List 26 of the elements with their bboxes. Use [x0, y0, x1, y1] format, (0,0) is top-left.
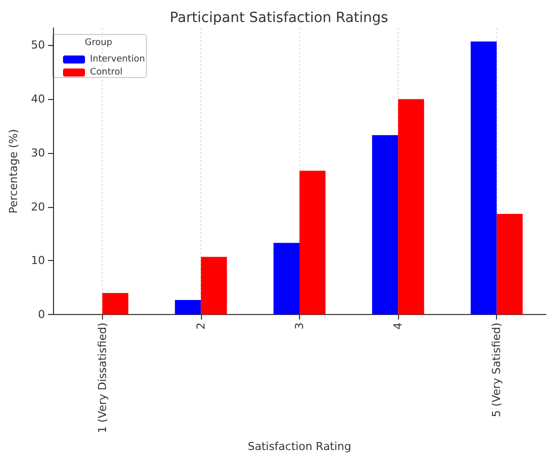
y-tick-label: 30 — [31, 146, 45, 160]
bar — [470, 41, 497, 315]
legend-label: Control — [90, 68, 123, 78]
y-tick-label: 10 — [31, 254, 45, 268]
x-tick-label: 5 (Very Satisfied) — [490, 322, 504, 418]
x-tick-label: 3 — [293, 322, 306, 330]
y-tick-label: 0 — [38, 308, 45, 322]
chart-title: Participant Satisfaction Ratings — [170, 10, 388, 26]
x-tick-label: 1 (Very Dissatisfied) — [96, 322, 109, 434]
x-tick-label: 4 — [392, 322, 405, 330]
bar — [372, 135, 398, 315]
bar — [496, 214, 523, 315]
y-tick-label: 20 — [31, 200, 45, 214]
legend-label: Intervention — [90, 54, 145, 64]
x-axis-title: Satisfaction Rating — [248, 440, 352, 453]
bar — [102, 293, 128, 315]
bar — [174, 300, 201, 315]
bar — [274, 242, 300, 315]
legend-title: Group — [84, 38, 114, 48]
bar — [200, 256, 227, 315]
y-axis-title: Percentage (%) — [7, 129, 20, 214]
bar — [300, 170, 326, 315]
y-tick-label: 40 — [31, 92, 45, 106]
y-tick-label: 50 — [31, 38, 45, 52]
x-tick-label: 2 — [194, 322, 208, 330]
bar — [398, 99, 424, 315]
